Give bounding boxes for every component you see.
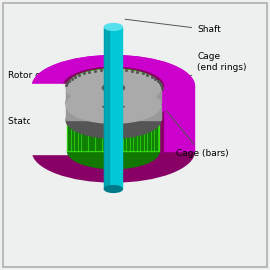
Polygon shape bbox=[127, 87, 129, 150]
Polygon shape bbox=[66, 105, 161, 120]
Text: Stator core: Stator core bbox=[8, 109, 68, 126]
Polygon shape bbox=[104, 27, 122, 189]
Ellipse shape bbox=[32, 56, 194, 117]
Ellipse shape bbox=[63, 68, 163, 105]
Polygon shape bbox=[92, 87, 94, 150]
Text: Cage
(end rings): Cage (end rings) bbox=[166, 52, 247, 87]
Polygon shape bbox=[99, 87, 101, 150]
Ellipse shape bbox=[68, 134, 159, 169]
Ellipse shape bbox=[66, 102, 161, 138]
Text: Shaft: Shaft bbox=[125, 19, 221, 34]
Polygon shape bbox=[68, 87, 70, 150]
Ellipse shape bbox=[66, 87, 161, 123]
Polygon shape bbox=[124, 87, 126, 150]
Polygon shape bbox=[86, 87, 87, 150]
Polygon shape bbox=[79, 87, 80, 150]
Ellipse shape bbox=[104, 23, 122, 31]
Ellipse shape bbox=[66, 70, 161, 106]
Polygon shape bbox=[145, 87, 146, 150]
Polygon shape bbox=[120, 87, 122, 150]
Polygon shape bbox=[113, 87, 115, 150]
Polygon shape bbox=[63, 86, 163, 151]
Polygon shape bbox=[103, 87, 104, 150]
Ellipse shape bbox=[102, 101, 124, 110]
Polygon shape bbox=[75, 87, 77, 150]
Polygon shape bbox=[131, 87, 132, 150]
Polygon shape bbox=[106, 87, 108, 150]
Ellipse shape bbox=[63, 68, 163, 105]
Polygon shape bbox=[102, 88, 124, 103]
Polygon shape bbox=[104, 27, 109, 189]
Ellipse shape bbox=[104, 185, 122, 193]
Ellipse shape bbox=[102, 83, 124, 92]
Polygon shape bbox=[110, 87, 112, 150]
Polygon shape bbox=[152, 87, 153, 150]
Ellipse shape bbox=[32, 56, 194, 117]
Polygon shape bbox=[72, 87, 73, 150]
Ellipse shape bbox=[32, 120, 194, 182]
Polygon shape bbox=[96, 87, 97, 150]
Polygon shape bbox=[138, 87, 139, 150]
Polygon shape bbox=[89, 87, 90, 150]
Polygon shape bbox=[155, 87, 157, 150]
Polygon shape bbox=[148, 87, 150, 150]
Polygon shape bbox=[141, 87, 143, 150]
Text: Cage (bars): Cage (bars) bbox=[164, 107, 228, 158]
Polygon shape bbox=[30, 84, 109, 154]
Polygon shape bbox=[66, 88, 161, 103]
Ellipse shape bbox=[68, 69, 159, 104]
Polygon shape bbox=[102, 105, 124, 120]
Polygon shape bbox=[68, 86, 159, 151]
Polygon shape bbox=[82, 87, 84, 150]
Text: Rotor core: Rotor core bbox=[8, 71, 55, 105]
Ellipse shape bbox=[66, 85, 161, 120]
Polygon shape bbox=[32, 86, 194, 151]
Polygon shape bbox=[117, 87, 119, 150]
Polygon shape bbox=[134, 87, 136, 150]
